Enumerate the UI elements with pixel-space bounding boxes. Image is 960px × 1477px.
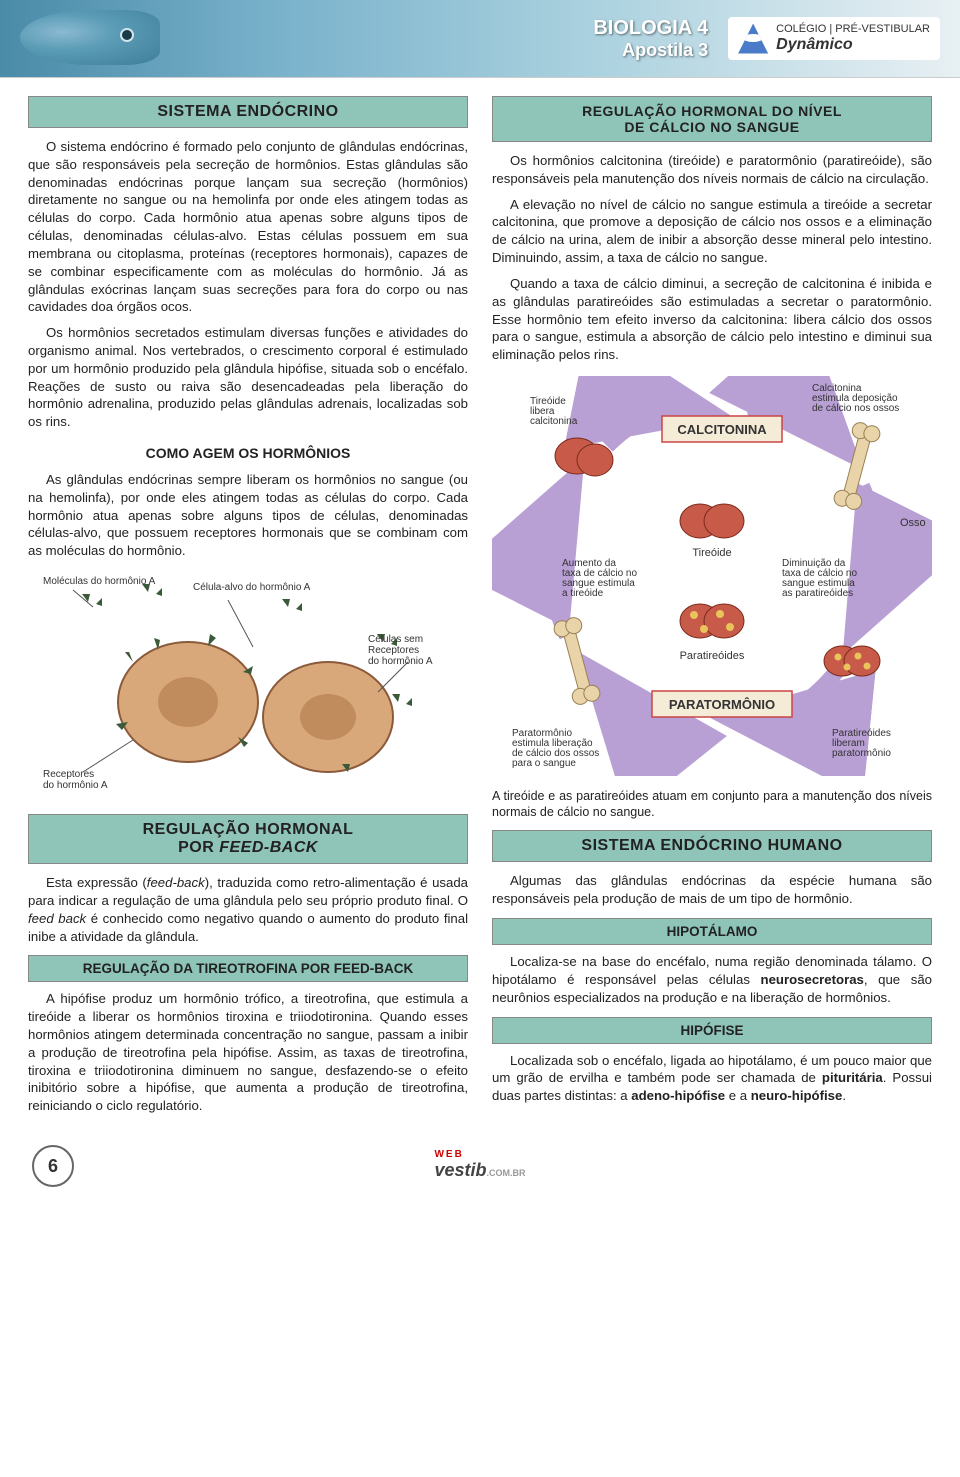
fig-label: Moléculas do hormônio A bbox=[43, 576, 156, 587]
fig-label: Diminuição dataxa de cálcio nosangue est… bbox=[782, 558, 857, 599]
brand-name: Dynâmico bbox=[776, 36, 930, 54]
subtitle-hipotalamo: HIPOTÁLAMO bbox=[492, 918, 932, 945]
paragraph: Quando a taxa de cálcio diminui, a secre… bbox=[492, 275, 932, 364]
paragraph: Localizada sob o encéfalo, ligada ao hip… bbox=[492, 1052, 932, 1105]
figure-svg: CALCITONINA PARATORMÔNIO Tireóide bbox=[492, 376, 932, 776]
fig-box-label: PARATORMÔNIO bbox=[669, 697, 775, 712]
fig-box-label: CALCITONINA bbox=[677, 422, 767, 437]
paragraph: Localiza-se na base do encéfalo, numa re… bbox=[492, 953, 932, 1006]
subtitle-tireotrofina: REGULAÇÃO DA TIREOTROFINA POR FEED-BACK bbox=[28, 955, 468, 982]
page-footer: 6 WEB vestib.COM.BR bbox=[0, 1143, 960, 1193]
brand-logo-icon bbox=[738, 24, 768, 54]
title-line: REGULAÇÃO HORMONAL DO NÍVEL bbox=[582, 103, 842, 119]
fig-label: Célula-alvo do hormônio A bbox=[193, 582, 311, 593]
title-line: DE CÁLCIO NO SANGUE bbox=[624, 119, 799, 135]
brand-overline: COLÉGIO | PRÉ-VESTIBULAR bbox=[776, 23, 930, 35]
fish-illustration bbox=[20, 10, 160, 65]
footer-logo: WEB vestib.COM.BR bbox=[434, 1145, 525, 1181]
fig-label: Tireóide bbox=[692, 547, 731, 559]
left-column: SISTEMA ENDÓCRINO O sistema endócrino é … bbox=[28, 96, 468, 1123]
paragraph: A elevação no nível de cálcio no sangue … bbox=[492, 196, 932, 267]
brand-box: COLÉGIO | PRÉ-VESTIBULAR Dynâmico bbox=[728, 17, 940, 59]
fish-eye bbox=[120, 28, 134, 42]
fig-label: Células semReceptoresdo hormônio A bbox=[368, 634, 433, 667]
paragraph: As glândulas endócrinas sempre liberam o… bbox=[28, 471, 468, 560]
figure-celulas-alvo: Moléculas do hormônio A Célula-alvo do h… bbox=[28, 572, 468, 802]
fig-label: Receptoresdo hormônio A bbox=[43, 769, 108, 791]
header-booklet: Apostila 3 bbox=[320, 40, 708, 61]
title-calcio: REGULAÇÃO HORMONAL DO NÍVEL DE CÁLCIO NO… bbox=[492, 96, 932, 142]
paragraph: Esta expressão (feed-back), traduzida co… bbox=[28, 874, 468, 945]
page-number: 6 bbox=[32, 1145, 74, 1187]
title-sistema-humano: SISTEMA ENDÓCRINO HUMANO bbox=[492, 830, 932, 862]
fig-label: Paratireóides bbox=[680, 650, 745, 662]
figure-caption: A tireóide e as paratireóides atuam em c… bbox=[492, 788, 932, 821]
content-columns: SISTEMA ENDÓCRINO O sistema endócrino é … bbox=[0, 78, 960, 1143]
fig-label: Paratormônioestimula liberaçãode cálcio … bbox=[512, 728, 599, 769]
paragraph: A hipófise produz um hormônio trófico, a… bbox=[28, 990, 468, 1115]
fig-label: Calcitoninaestimula deposiçãode cálcio n… bbox=[812, 383, 899, 414]
header-decoration bbox=[20, 0, 320, 77]
title-feedback: REGULAÇÃO HORMONAL POR FEED-BACK bbox=[28, 814, 468, 864]
paragraph: Algumas das glândulas endócrinas da espé… bbox=[492, 872, 932, 908]
paragraph: Os hormônios calcitonina (tireóide) e pa… bbox=[492, 152, 932, 188]
figure-calcio-cycle: CALCITONINA PARATORMÔNIO Tireóide bbox=[492, 376, 932, 776]
right-column: REGULAÇÃO HORMONAL DO NÍVEL DE CÁLCIO NO… bbox=[492, 96, 932, 1123]
fig-label: Paratireóidesliberamparatormônio bbox=[832, 728, 891, 759]
header-banner: BIOLOGIA 4 Apostila 3 COLÉGIO | PRÉ-VEST… bbox=[0, 0, 960, 78]
title-line: REGULAÇÃO HORMONAL bbox=[143, 821, 354, 838]
subtitle-hipofise: HIPÓFISE bbox=[492, 1017, 932, 1044]
figure-svg: Moléculas do hormônio A Célula-alvo do h… bbox=[38, 572, 458, 802]
header-titles: BIOLOGIA 4 Apostila 3 bbox=[320, 17, 728, 61]
title-line: POR FEED-BACK bbox=[178, 839, 318, 856]
title-sistema-endocrino: SISTEMA ENDÓCRINO bbox=[28, 96, 468, 128]
fig-label: Aumento dataxa de cálcio nosangue estimu… bbox=[562, 558, 637, 599]
header-subject: BIOLOGIA 4 bbox=[320, 17, 708, 40]
fig-label: Osso bbox=[900, 517, 926, 529]
brand-text-wrap: COLÉGIO | PRÉ-VESTIBULAR Dynâmico bbox=[776, 23, 930, 53]
paragraph: O sistema endócrino é formado pelo conju… bbox=[28, 138, 468, 316]
paragraph: Os hormônios secretados estimulam divers… bbox=[28, 324, 468, 431]
fig-label: Tireóideliberacalcitonina bbox=[530, 396, 578, 427]
subheading-como-agem: COMO AGEM OS HORMÔNIOS bbox=[28, 445, 468, 461]
